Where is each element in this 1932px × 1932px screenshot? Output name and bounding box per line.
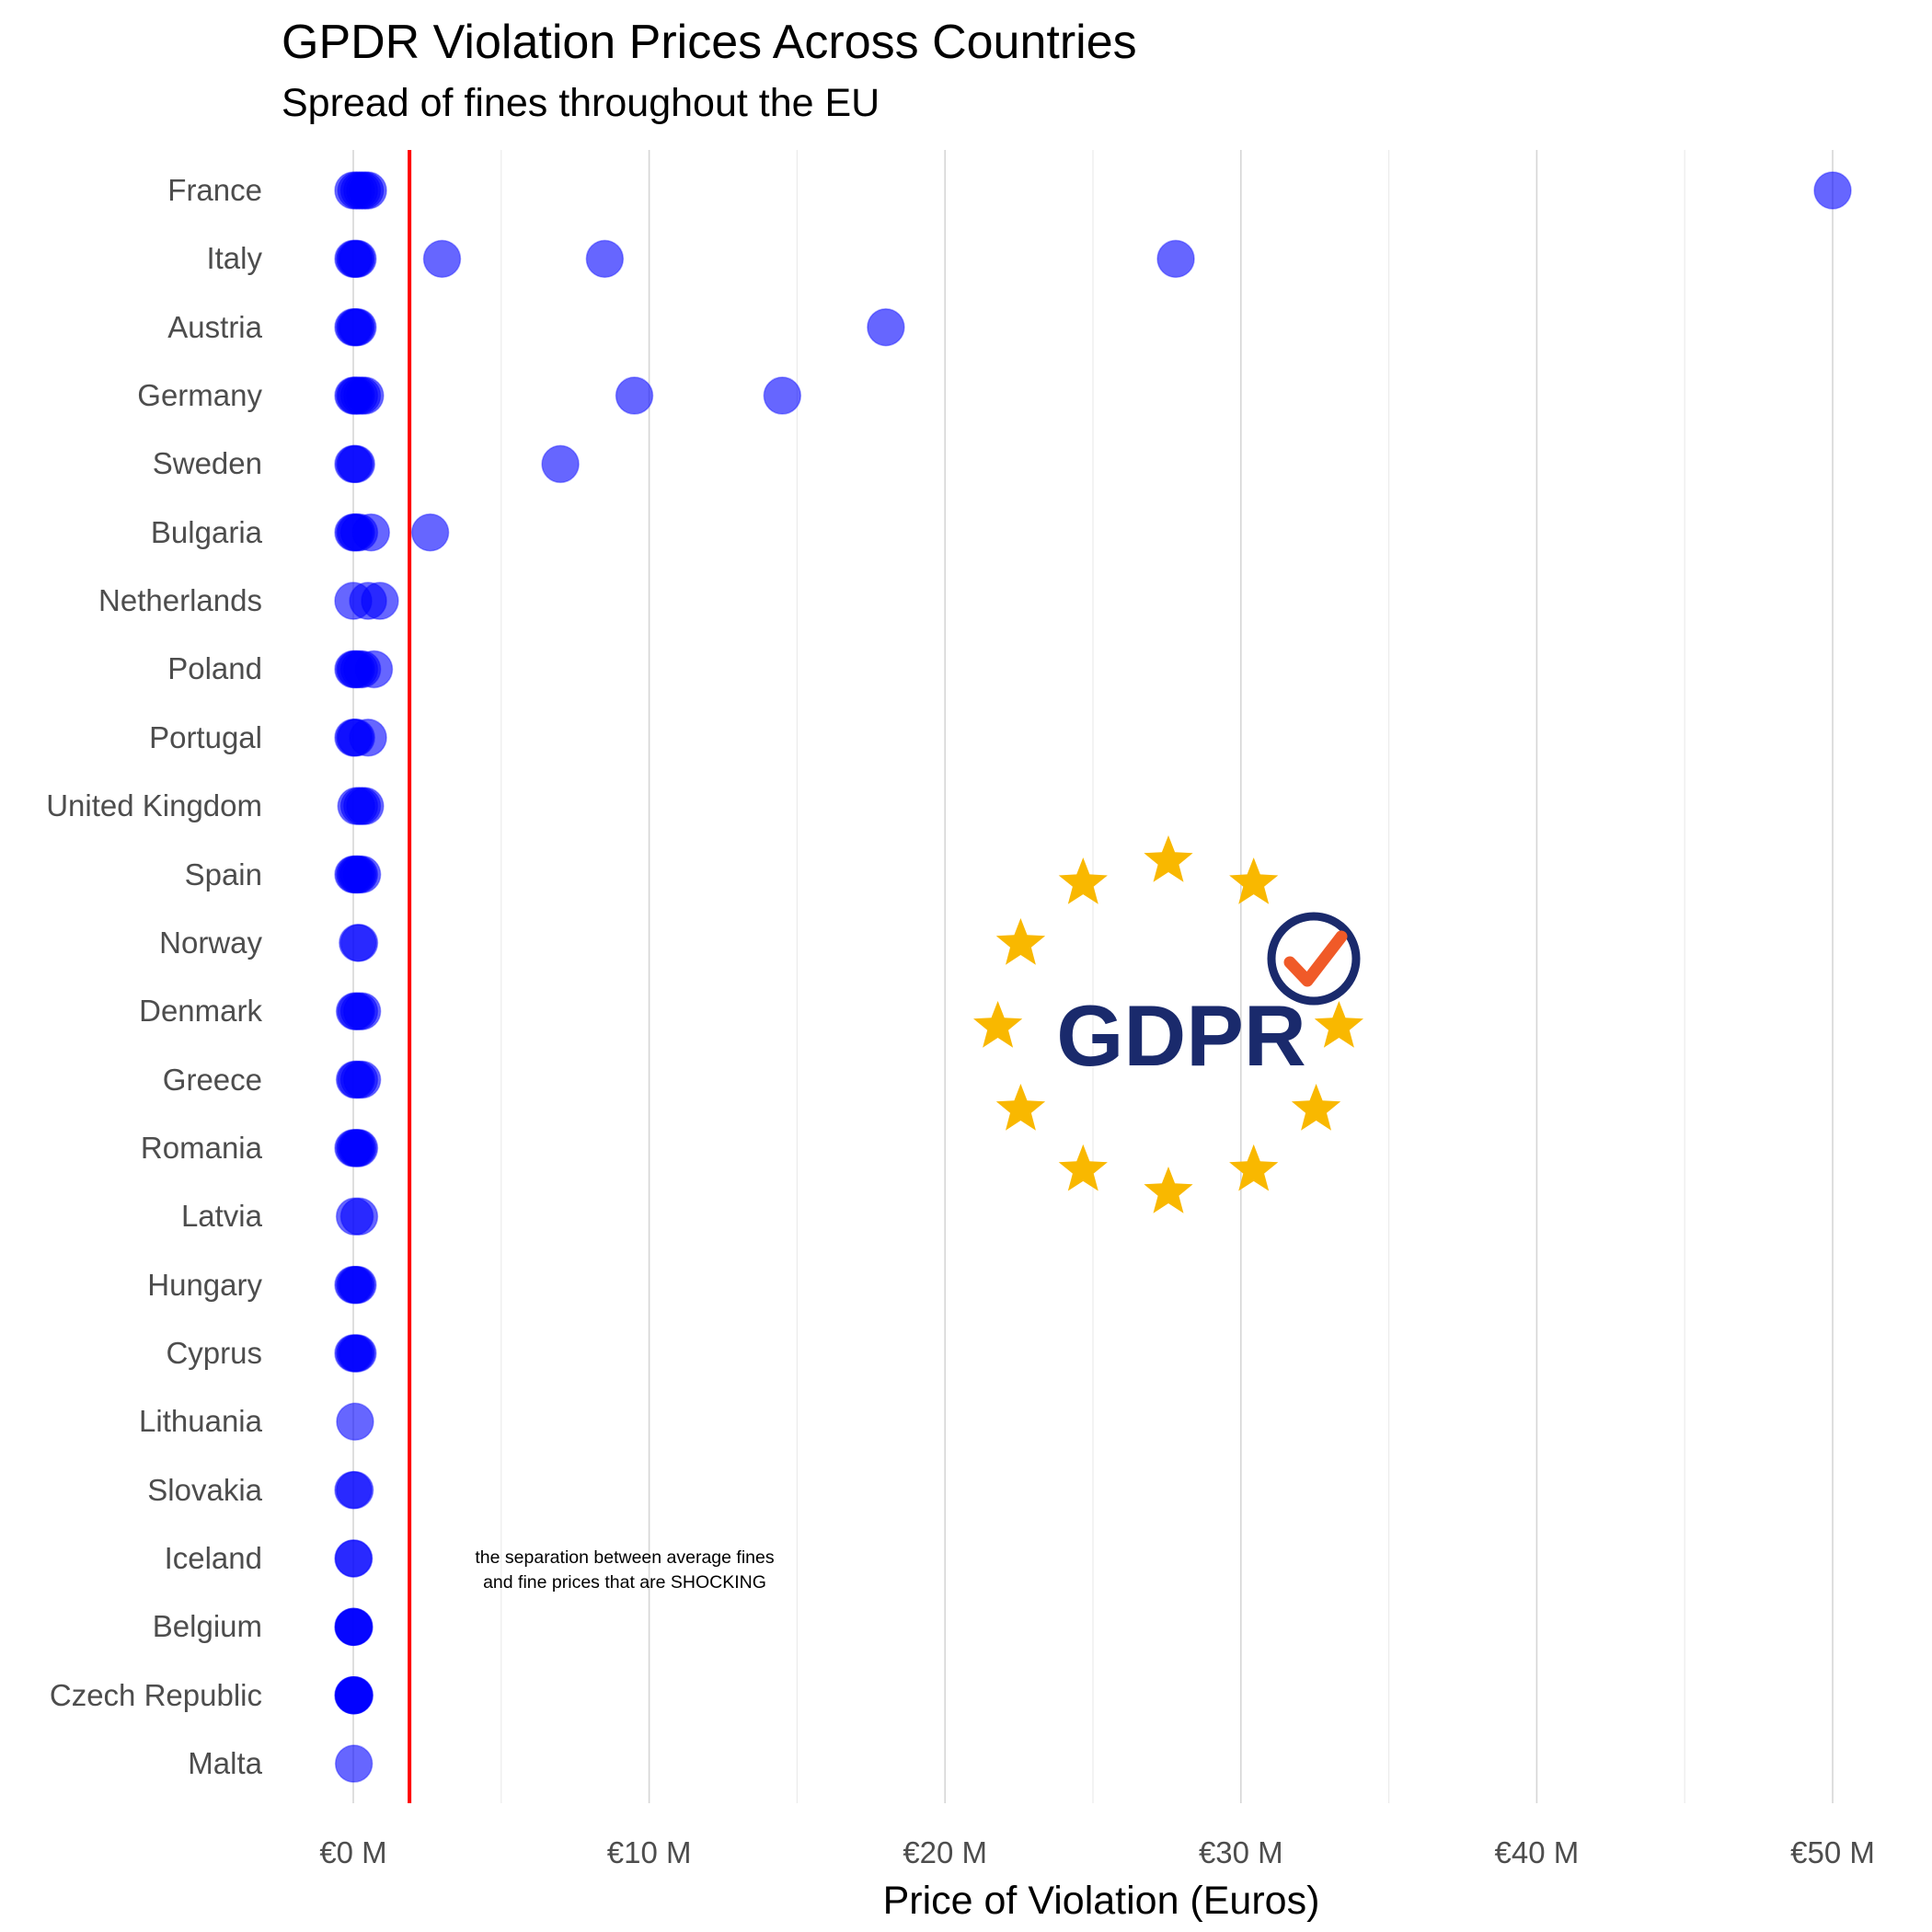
x-tick-label: €40 M xyxy=(1494,1835,1580,1869)
data-point xyxy=(354,650,394,689)
x-axis-label: Price of Violation (Euros) xyxy=(882,1879,1320,1923)
x-tick-label: €10 M xyxy=(606,1835,692,1869)
logo-star-icon xyxy=(1144,835,1193,882)
annotation-line-2: and fine prices that are SHOCKING xyxy=(483,1572,766,1593)
data-point xyxy=(1156,239,1195,279)
data-point xyxy=(335,1470,374,1510)
data-point xyxy=(349,719,387,757)
data-point xyxy=(867,307,905,347)
logo-text: GDPR xyxy=(1056,987,1306,1084)
data-point xyxy=(346,376,385,415)
logo-star-icon xyxy=(1058,1144,1108,1191)
y-tick-label: Belgium xyxy=(152,1609,262,1644)
y-tick-label: Poland xyxy=(167,651,262,686)
y-tick-label: Greece xyxy=(162,1062,262,1097)
data-point xyxy=(541,444,580,484)
y-tick-label: Lithuania xyxy=(139,1404,262,1439)
logo-star-icon xyxy=(1144,1167,1193,1213)
data-point xyxy=(342,992,382,1030)
data-point xyxy=(339,307,377,347)
chart-annotation: the separation between average fines and… xyxy=(475,1546,774,1595)
y-tick-label: Portugal xyxy=(149,719,262,754)
logo-star-icon xyxy=(1229,1144,1279,1191)
x-tick-label: €30 M xyxy=(1198,1835,1283,1869)
points-layer xyxy=(334,171,1852,1783)
data-point xyxy=(334,1539,374,1578)
y-tick-label: Netherlands xyxy=(98,583,262,618)
logo-star-icon xyxy=(1058,857,1108,904)
annotation-line-1: the separation between average fines xyxy=(475,1547,775,1568)
data-point xyxy=(349,171,387,210)
logo-star-icon xyxy=(973,1001,1023,1048)
data-point xyxy=(1813,171,1852,210)
data-point xyxy=(336,1402,374,1442)
data-point xyxy=(351,513,391,552)
logo-stars xyxy=(973,835,1363,1213)
y-tick-label: Hungary xyxy=(147,1267,262,1302)
data-point xyxy=(342,855,382,894)
logo-check-circle xyxy=(1267,912,1361,1006)
y-tick-label: Latvia xyxy=(180,1199,262,1234)
logo-star-icon xyxy=(995,1084,1046,1131)
logo-star-icon xyxy=(1291,1084,1341,1131)
data-point xyxy=(334,1744,374,1783)
logo-star-icon xyxy=(995,918,1046,965)
y-tick-label: Romania xyxy=(140,1130,262,1165)
x-tick-label: €50 M xyxy=(1790,1835,1875,1869)
y-tick-label: Germany xyxy=(137,378,262,413)
data-point xyxy=(339,239,377,279)
data-point xyxy=(339,1265,377,1305)
data-point xyxy=(337,444,375,484)
y-tick-label: Cyprus xyxy=(166,1335,262,1370)
data-point xyxy=(585,239,625,279)
data-point xyxy=(339,924,379,962)
data-point xyxy=(342,1060,382,1099)
x-tick-label: €20 M xyxy=(903,1835,988,1869)
y-tick-label: Denmark xyxy=(139,994,262,1029)
data-point xyxy=(763,376,802,415)
x-tick-label: €0 M xyxy=(319,1835,387,1869)
y-tick-label: France xyxy=(167,173,262,207)
data-point xyxy=(615,376,654,415)
y-tick-label: Austria xyxy=(167,309,262,344)
chart-title: GPDR Violation Prices Across Countries xyxy=(282,16,1137,69)
gdpr-logo: GDPR xyxy=(973,835,1363,1213)
logo-checkmark-icon xyxy=(1283,930,1348,987)
y-tick-label: Italy xyxy=(206,241,262,276)
y-tick-label: Czech Republic xyxy=(49,1677,262,1712)
data-point xyxy=(361,581,399,620)
y-tick-label: Malta xyxy=(188,1746,262,1781)
y-tick-label: Sweden xyxy=(152,446,262,481)
y-tick-label: Iceland xyxy=(164,1541,262,1575)
logo-star-icon xyxy=(1314,1001,1363,1048)
data-point xyxy=(339,1334,377,1373)
y-tick-label: Slovakia xyxy=(147,1472,262,1507)
y-tick-label: Bulgaria xyxy=(150,514,262,549)
data-point xyxy=(339,1197,379,1236)
data-point xyxy=(339,1129,379,1167)
chart-subtitle: Spread of fines throughout the EU xyxy=(282,81,880,125)
y-tick-label: Spain xyxy=(184,857,262,891)
data-point xyxy=(335,1675,374,1715)
gridlines xyxy=(352,150,1834,1803)
data-point xyxy=(335,1607,374,1647)
data-point xyxy=(346,787,385,825)
data-point xyxy=(422,239,462,279)
logo-star-icon xyxy=(1229,857,1279,904)
y-tick-label: Norway xyxy=(159,925,262,960)
data-point xyxy=(410,513,450,552)
y-tick-label: United Kingdom xyxy=(46,788,262,823)
